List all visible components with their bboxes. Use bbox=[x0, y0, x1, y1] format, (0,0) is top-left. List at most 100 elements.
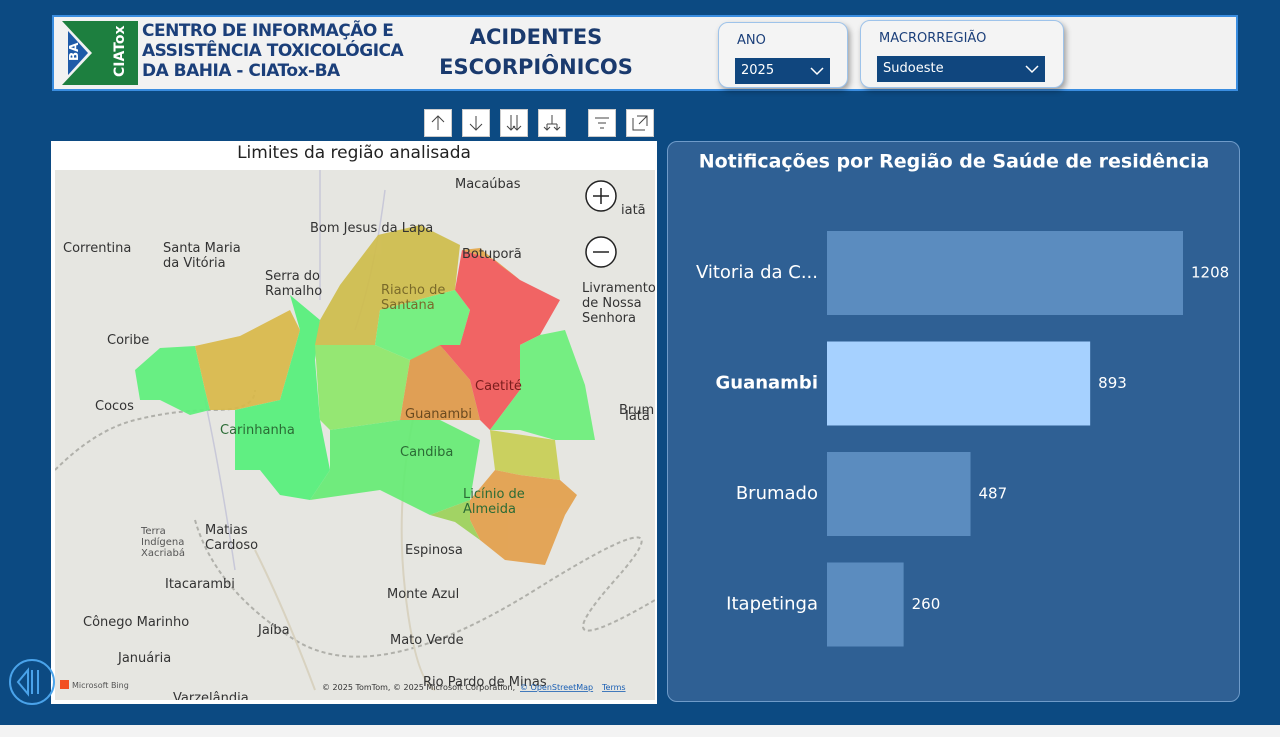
region[interactable] bbox=[310, 420, 480, 515]
place-label: Brum bbox=[619, 403, 654, 418]
dropdown[interactable]: Sudoeste bbox=[877, 56, 1045, 82]
bar bbox=[827, 231, 1183, 315]
regions bbox=[135, 225, 595, 565]
drill-down[interactable] bbox=[462, 109, 490, 137]
place-label: Itacarambi bbox=[165, 577, 235, 592]
osm-link[interactable]: © OpenStreetMap bbox=[520, 683, 593, 692]
place-label: Rio Pardo de Minas bbox=[423, 675, 547, 690]
category-label: Brumado bbox=[736, 483, 818, 504]
place-label: Almeida bbox=[463, 502, 516, 517]
map[interactable]: Macaúbas Bom Jesus da Lapa Correntina Santa… bbox=[55, 170, 655, 700]
status-strip bbox=[0, 725, 1280, 737]
place-label: Botuporã bbox=[462, 247, 522, 262]
place-label: Mato Verde bbox=[390, 633, 464, 648]
place-label: Correntina bbox=[63, 241, 131, 256]
drill-up[interactable] bbox=[424, 109, 452, 137]
page-title: ACIDENTES bbox=[469, 25, 603, 49]
map-attribution: © 2025 TomTom, © 2025 Microsoft Corporat… bbox=[322, 683, 515, 692]
region[interactable] bbox=[470, 470, 577, 565]
zoom-out[interactable] bbox=[585, 236, 617, 268]
terms-link[interactable]: Terms bbox=[601, 683, 626, 692]
chevron bbox=[810, 67, 824, 76]
chart: Notificações por Região de Saúde de resi… bbox=[696, 151, 1229, 647]
bar bbox=[827, 341, 1091, 426]
dropdown[interactable]: 2025 bbox=[735, 58, 830, 84]
logo-line: CENTRO DE INFORMAÇÃO E bbox=[142, 21, 394, 41]
place-label: Indígena bbox=[141, 536, 184, 548]
focus-mode[interactable] bbox=[626, 109, 654, 137]
back-button[interactable] bbox=[8, 658, 58, 708]
region[interactable] bbox=[490, 430, 560, 480]
map-brand: Microsoft Bing bbox=[72, 681, 129, 690]
place-label: Serra do bbox=[265, 269, 320, 284]
bar bbox=[827, 452, 971, 536]
icon bbox=[595, 117, 609, 129]
place-label: Macaúbas bbox=[455, 177, 521, 192]
chart-panel: Notificações por Região de Saúde de resi… bbox=[667, 141, 1240, 702]
badge-ba: BA bbox=[67, 42, 81, 61]
region[interactable] bbox=[462, 248, 520, 280]
expand-level[interactable] bbox=[538, 109, 566, 137]
category-label: Itapetinga bbox=[726, 594, 818, 615]
place-label: Jaíba bbox=[257, 623, 290, 638]
place-label: Guanambi bbox=[405, 407, 472, 422]
map-labels: Macaúbas Bom Jesus da Lapa Correntina Santa… bbox=[63, 177, 655, 700]
place-label: Januária bbox=[117, 651, 171, 666]
dropdown-value: Sudoeste bbox=[883, 61, 944, 76]
region[interactable] bbox=[135, 346, 210, 415]
data-label: 487 bbox=[979, 485, 1008, 503]
logo-badge: BA CIATox bbox=[62, 21, 138, 85]
place-label: Xacriabá bbox=[141, 547, 185, 559]
icon bbox=[632, 115, 648, 131]
chevron bbox=[1025, 65, 1039, 74]
logo: BA CIATox CENTRO DE INFORMAÇÃO E ASSISTÊ… bbox=[62, 21, 404, 85]
place-label: Caetité bbox=[475, 379, 522, 394]
region[interactable] bbox=[440, 250, 560, 430]
place-label: Senhora bbox=[582, 311, 636, 326]
region[interactable] bbox=[400, 345, 480, 420]
place-label: Cônego Marinho bbox=[83, 615, 189, 630]
page-title: ESCORPIÔNICOS bbox=[439, 55, 633, 79]
zoom-in[interactable] bbox=[585, 180, 617, 212]
place-label: iatã bbox=[621, 203, 646, 218]
place-label: Matias bbox=[205, 523, 248, 538]
place-label: Licínio de bbox=[463, 487, 525, 502]
filter-label: MACRORREGIÃO bbox=[879, 31, 987, 46]
region[interactable] bbox=[315, 345, 410, 430]
bing-logo bbox=[60, 680, 69, 689]
place-label: Varzelândia bbox=[173, 691, 249, 700]
region-filter[interactable]: MACRORREGIÃO Sudoeste bbox=[860, 20, 1064, 88]
place-label: de Nossa bbox=[582, 296, 642, 311]
place-label: Monte Azul bbox=[387, 587, 459, 602]
place-label: Bom Jesus da Lapa bbox=[310, 221, 433, 236]
region[interactable] bbox=[375, 290, 470, 360]
place-label: Cocos bbox=[95, 399, 134, 414]
logo-line: ASSISTÊNCIA TOXICOLÓGICA bbox=[142, 41, 404, 61]
data-label: 893 bbox=[1098, 374, 1127, 392]
region[interactable] bbox=[195, 310, 300, 410]
filter-label: ANO bbox=[737, 33, 766, 48]
place-label: da Vitória bbox=[163, 256, 226, 271]
next-level[interactable] bbox=[500, 109, 528, 137]
place-label: Carinhanha bbox=[220, 423, 295, 438]
region[interactable] bbox=[430, 500, 480, 540]
place-label: Iatã bbox=[625, 409, 650, 424]
category-label: Guanambi bbox=[715, 373, 818, 394]
data-label: 1208 bbox=[1191, 264, 1229, 282]
place-label: Santana bbox=[381, 298, 435, 313]
region[interactable] bbox=[235, 295, 330, 500]
place-label: Terra bbox=[140, 526, 166, 537]
place-label: Candiba bbox=[400, 445, 453, 460]
badge-ciatox: CIATox bbox=[112, 25, 128, 77]
region[interactable] bbox=[315, 225, 460, 345]
logo-line: DA BAHIA - CIATox-BA bbox=[142, 61, 340, 81]
place-label: Coribe bbox=[107, 333, 149, 348]
chart-title: Notificações por Região de Saúde de resi… bbox=[699, 151, 1210, 173]
map-panel: Limites da região analisada bbox=[51, 141, 657, 704]
place-label: Riacho de bbox=[381, 283, 445, 298]
year-filter[interactable]: ANO 2025 bbox=[718, 22, 848, 88]
dropdown-value: 2025 bbox=[741, 63, 775, 78]
region[interactable] bbox=[490, 330, 595, 440]
filter-button[interactable] bbox=[588, 109, 616, 137]
